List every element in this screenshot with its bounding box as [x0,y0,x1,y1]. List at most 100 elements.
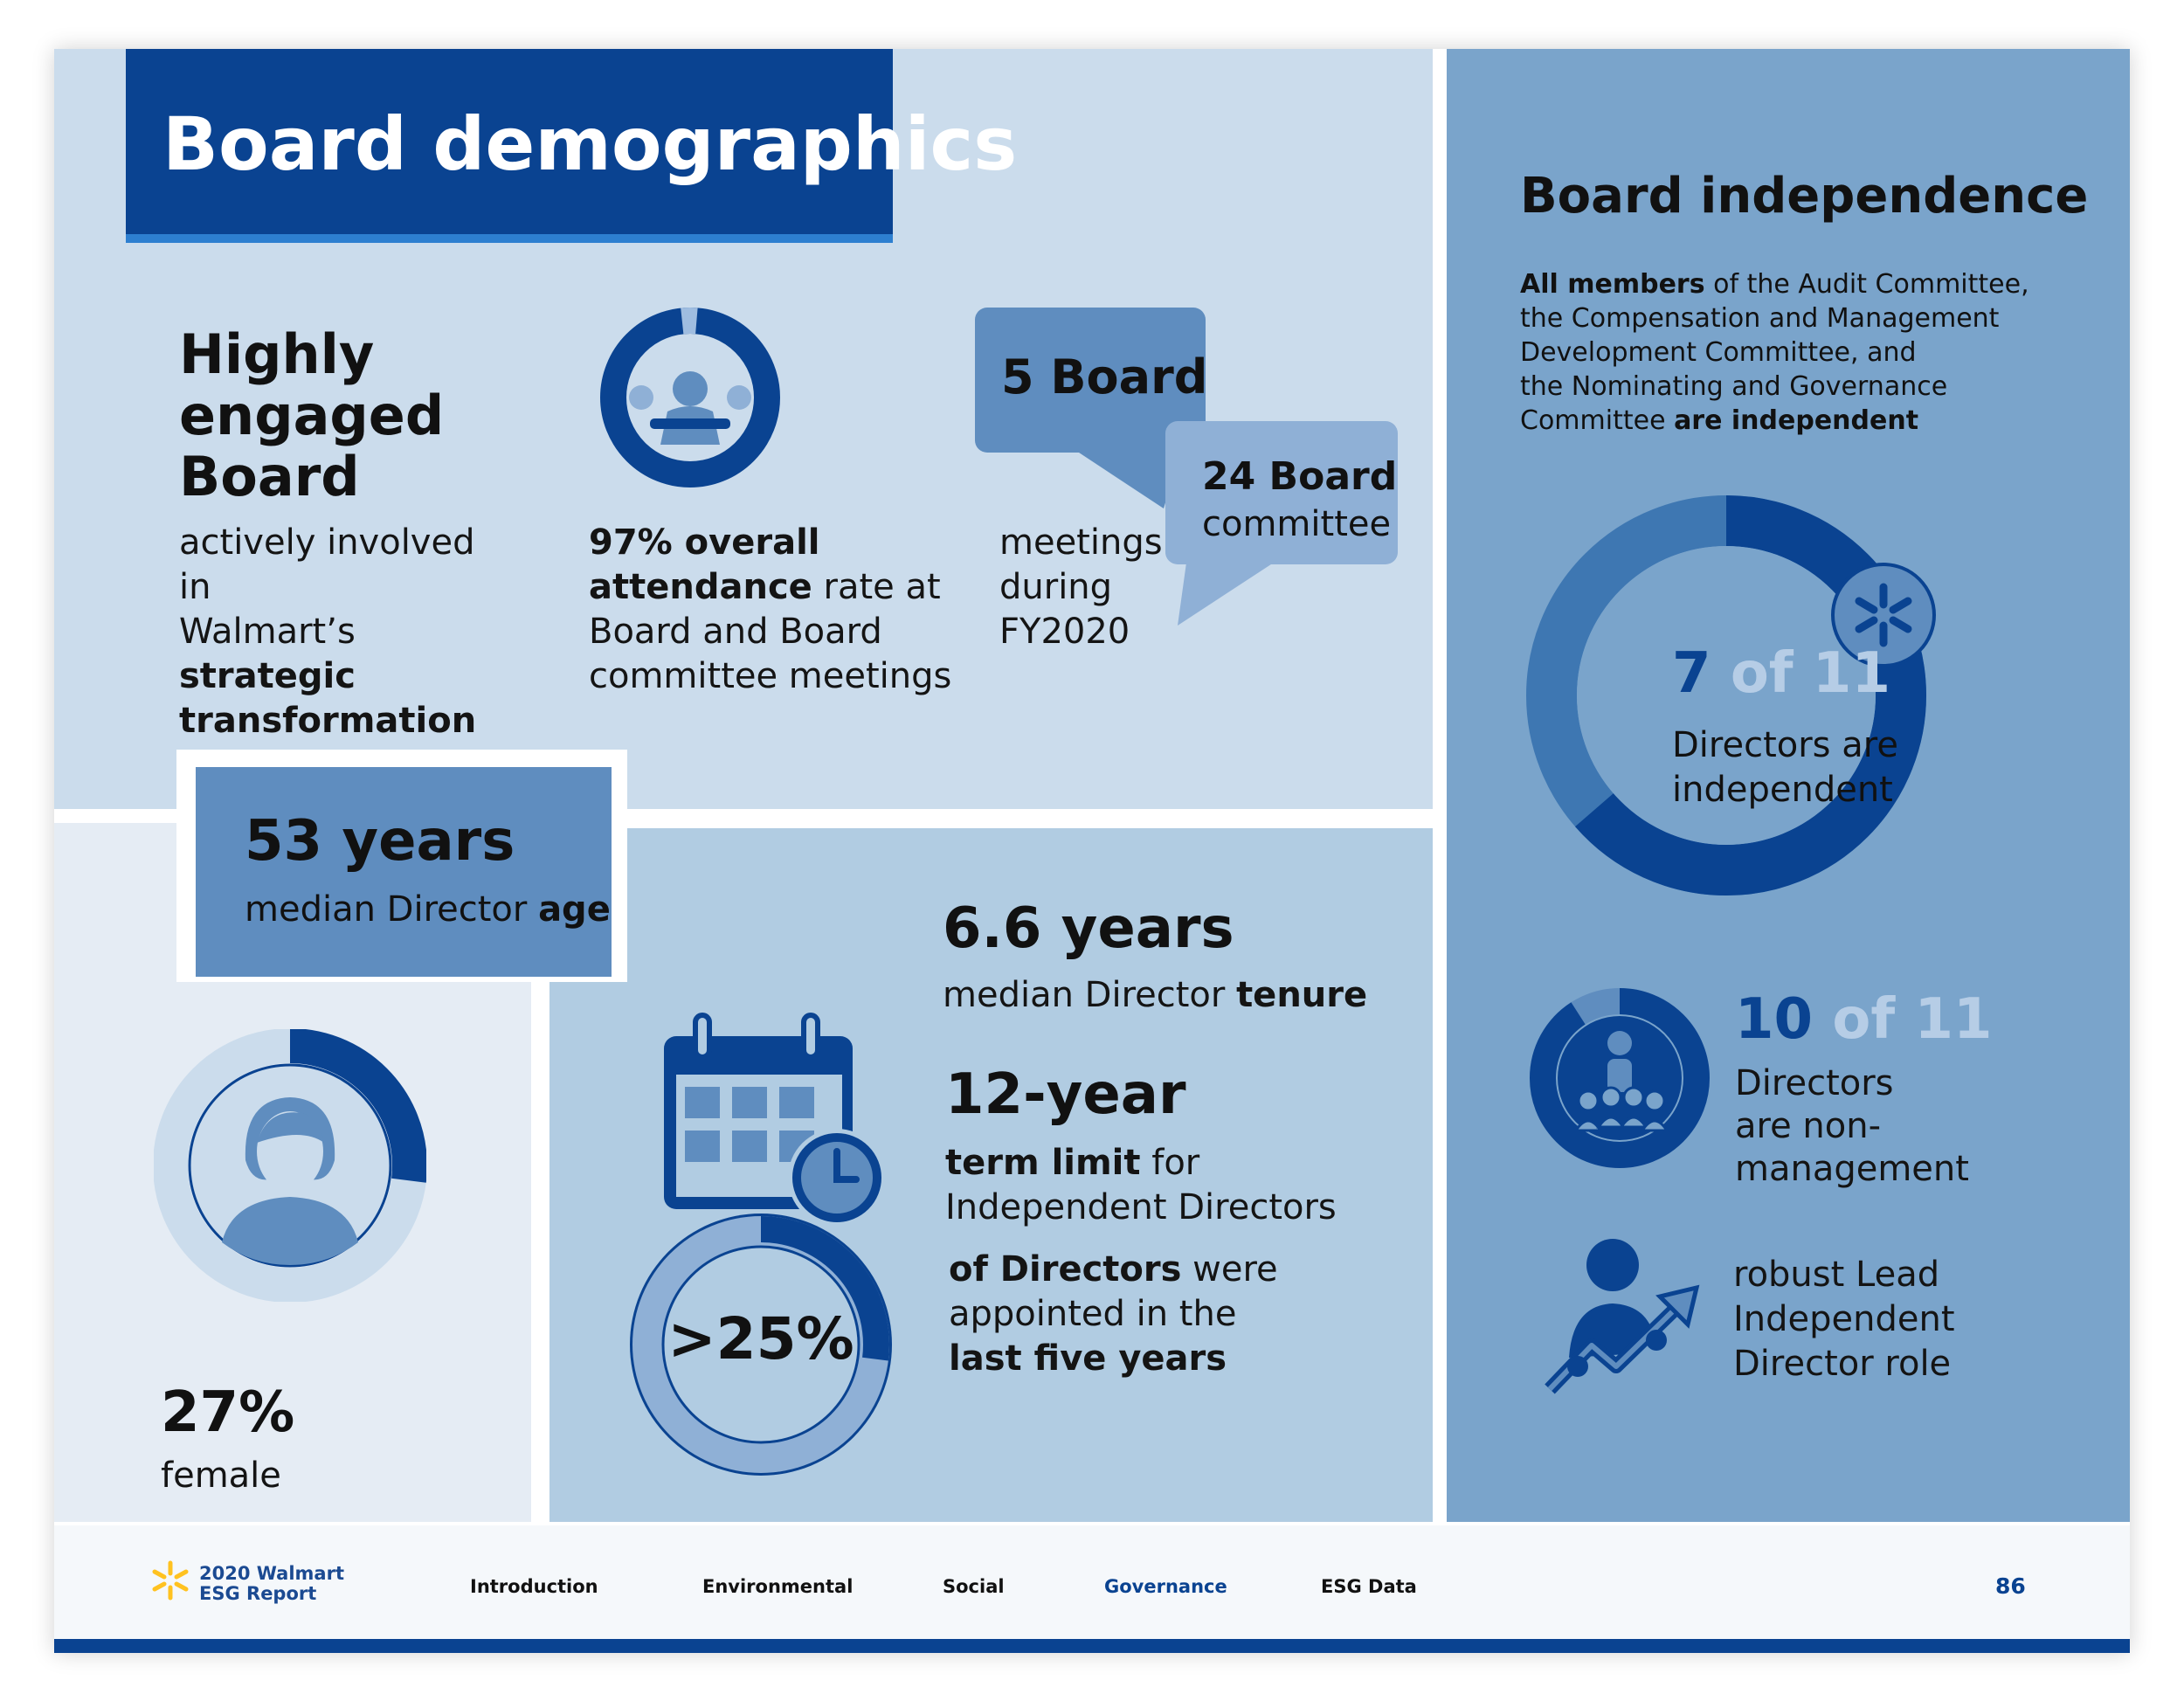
tenure-value: 6.6 years [943,896,1234,961]
nonmanagement-label: Directors are non- management [1735,1062,1969,1191]
appointed-line2: appointed in the [949,1294,1237,1334]
female-person-icon [222,1097,358,1265]
meetings-line2: during [999,567,1113,607]
nav-environmental[interactable]: Environmental [702,1576,854,1597]
female-value: 27% [161,1380,295,1445]
attendance-line3: Board and Board [589,612,882,652]
tenure-label-pre: median Director [943,975,1237,1015]
appointed-line1-bold: of Directors [949,1249,1182,1290]
footer-bar [54,1639,2130,1653]
engaged-line2-bold: strategic [179,656,356,696]
page-title: Board demographics [162,101,1018,187]
independent-count-of: of 11 [1711,641,1890,706]
attendance-rest: rate at [812,567,941,607]
nonmanagement-ring-arc [1530,988,1710,1168]
attendance-ring-gap [600,308,780,487]
report-brand-line2: ESG Report [199,1583,317,1604]
attendance-text: 97% overall attendance rate at Board and… [589,521,956,699]
attendance-bold: attendance [589,567,812,607]
nav-esg-data[interactable]: ESG Data [1321,1576,1417,1597]
nav-governance[interactable]: Governance [1104,1576,1227,1597]
female-ring [154,1029,426,1302]
engaged-heading: Highly engaged Board [179,322,445,508]
female-label: female [161,1456,281,1496]
independent-ring: 7 of 11 Directors are independent [1522,491,1994,910]
median-age-label: median Director age [245,889,611,930]
term-limit-value: 12-year [945,1062,1186,1127]
bubble-tail-2 [1178,563,1274,626]
independent-label: Directors are independent [1672,723,1898,812]
attendance-line2: attendance rate at [589,565,956,610]
nonmanagement-count: 10 of 11 [1735,987,1993,1052]
median-age-label-pre: median Director [245,889,539,930]
committee-meetings-label: committee [1202,504,1392,544]
independence-line3: Development Committee, and [1520,337,1917,368]
engaged-line2-pre: Walmart’s [179,612,356,652]
term-limit-line2: Independent Directors [945,1187,1337,1227]
term-limit-line1: term limit for [945,1141,1337,1186]
report-brand[interactable]: 2020 Walmart ESG Report [199,1564,344,1604]
committee-meetings-count: 24 Board [1202,454,1398,499]
independence-line1: All members of the Audit Committee, [1520,267,2029,301]
appointed-text: of Directors were appointed in the last … [949,1248,1278,1381]
appointed-ring-arc [632,1216,889,1473]
directors-group-icon [1573,1031,1669,1132]
board-meetings-count: 5 Board [1001,349,1208,405]
attendance-line4: committee meetings [589,656,952,696]
term-limit-bold: term limit [945,1143,1141,1183]
meetings-text: meetings during FY2020 [999,521,1174,654]
appointed-line1: of Directors were [949,1248,1278,1292]
independent-label-line1: Directors are [1672,725,1898,765]
engaged-line2: Walmart’s strategic [179,610,511,699]
board-meeting-icon [600,308,780,487]
nonmanagement-ring [1527,985,1712,1171]
independence-line2: the Compensation and Management [1520,303,2000,334]
footer [54,1525,2130,1639]
page-number: 86 [1995,1573,2026,1599]
bubble-tail-1 [1076,451,1181,508]
independence-heading: Board independence [1520,168,2089,225]
independent-label-line2: independent [1672,770,1893,810]
tenure-label: median Director tenure [943,973,1367,1018]
walmart-spark-logo-icon [150,1560,190,1601]
appointed-line1-rest: were [1181,1249,1278,1290]
independence-line5-bold: are independent [1674,405,1919,436]
title-underline [126,234,893,243]
nonmanagement-line1: Directors [1735,1063,1894,1103]
calendar-clock-icon [657,1010,893,1234]
appointed-value: >25% [667,1305,854,1373]
independence-description: All members of the Audit Committee, the … [1520,267,2029,438]
median-age-label-bold: age [538,889,611,930]
independent-count: 7 of 11 [1672,641,1890,706]
title-box [126,49,893,234]
report-page: Board demographics Highly engaged Board … [54,49,2130,1653]
nonmanagement-count-of: of 11 [1813,987,1993,1052]
nonmanagement-line2: are non- [1735,1106,1882,1146]
lead-director-icon [1543,1235,1717,1410]
nonmanagement-count-value: 10 [1735,987,1814,1052]
lead-line1: robust Lead [1733,1255,1940,1295]
committee-meetings-bubble: 24 Board committee [1165,421,1398,564]
engaged-line3: transformation [179,701,477,741]
independence-line5-pre: Committee [1520,405,1675,436]
female-ring-arc [154,1029,426,1302]
independence-line5: Committee are independent [1520,404,2029,438]
meetings-line1: meetings [999,522,1163,563]
median-age-box: 53 years median Director age [196,767,612,977]
appointed-line3: last five years [949,1338,1227,1379]
independent-count-value: 7 [1672,641,1711,706]
lead-line3: Director role [1733,1344,1952,1384]
independent-ring-arc [1526,495,1926,895]
walmart-spark-icon [1831,563,1936,667]
nav-introduction[interactable]: Introduction [470,1576,598,1597]
independence-line4: the Nominating and Governance [1520,371,1948,402]
lead-line2: Independent [1733,1299,1955,1339]
tenure-label-bold: tenure [1236,975,1368,1015]
nonmanagement-line3: management [1735,1149,1969,1189]
independence-line1-rest: of the Audit Committee, [1704,269,2029,300]
term-limit-text: term limit for Independent Directors [945,1141,1337,1230]
nav-social[interactable]: Social [943,1576,1005,1597]
term-limit-rest: for [1140,1143,1200,1183]
report-brand-line1: 2020 Walmart [199,1563,344,1584]
appointed-ring: >25% [627,1211,895,1478]
